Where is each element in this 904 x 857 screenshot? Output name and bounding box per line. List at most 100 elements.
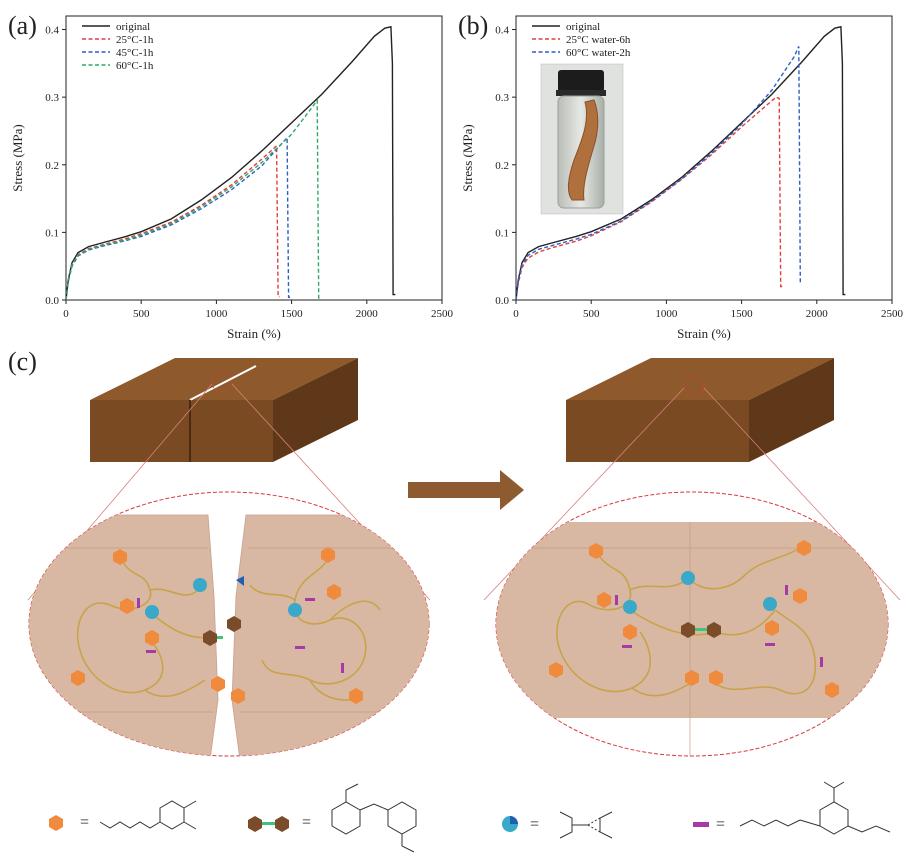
catechol-hexagon — [797, 540, 811, 556]
catechol-hexagon — [589, 543, 603, 559]
network-fractured — [28, 491, 430, 757]
urethane-bar — [820, 657, 823, 667]
polymer-chain — [249, 555, 381, 701]
chart-a-xlabel: Strain (%) — [227, 326, 281, 341]
hbond-ball — [193, 578, 207, 592]
disulfide-hexagon — [681, 622, 695, 638]
y-tick-label: 0.4 — [45, 25, 59, 37]
urethane-bar — [146, 650, 156, 653]
catechol-hexagon — [71, 670, 85, 686]
polymer-chain — [556, 547, 817, 697]
block-fractured-side — [273, 358, 358, 462]
x-tick-label: 500 — [583, 308, 600, 320]
x-tick-label: 2500 — [431, 308, 454, 320]
x-tick-label: 1500 — [731, 308, 754, 320]
urethane-bar — [615, 595, 618, 605]
x-tick-label: 500 — [133, 308, 150, 320]
catechol-hexagon — [321, 547, 335, 563]
series-line-45-c-1h — [66, 135, 291, 300]
catechol-hexagon — [825, 682, 839, 698]
catechol-hexagon — [349, 688, 363, 704]
legend-label: 25°C water-6h — [566, 34, 631, 46]
hbond-ball — [288, 603, 302, 617]
chart-a: 0 500 1000 1500 2000 2500 0.0 0.1 0.2 0.3 0.4 orig… — [10, 15, 454, 341]
chart-b: 0 500 1000 1500 2000 2500 0.0 0.1 0.2 0.3 0.4 orig… — [460, 15, 904, 341]
y-tick-label: 0.0 — [495, 295, 509, 307]
disulfide-hexagon — [203, 630, 217, 646]
series-line-60-c-1h — [66, 98, 321, 300]
catechol-hexagon — [623, 624, 637, 640]
catechol-hexagon — [113, 549, 127, 565]
y-tick-label: 0.2 — [45, 160, 59, 172]
series-line-original — [66, 25, 396, 300]
chart-a-frame — [65, 15, 443, 301]
gel-left-piece — [29, 514, 219, 756]
block-fractured-front — [90, 400, 273, 462]
healed-sample — [567, 99, 599, 201]
chart-a-series — [66, 25, 396, 300]
disulfide-bond — [695, 628, 707, 631]
x-tick-label: 0 — [513, 308, 519, 320]
y-tick-label: 0.1 — [495, 227, 509, 239]
y-tick-label: 0.3 — [45, 92, 59, 104]
chart-a-ylabel: Stress (MPa) — [10, 124, 25, 192]
legend-label: 25°C-1h — [116, 34, 154, 46]
disulfide-hexagon — [227, 616, 241, 632]
dopamine-structure-icon — [99, 800, 197, 830]
hbond-urea-structure-icon — [559, 811, 613, 839]
hbond-ball — [145, 605, 159, 619]
vial-cap-rim — [556, 90, 606, 96]
legend-label: 45°C-1h — [116, 47, 154, 59]
legend-urethane-bar — [693, 822, 709, 827]
x-tick-label: 1500 — [281, 308, 304, 320]
urethane-bar — [295, 646, 305, 649]
urethane-bar — [137, 598, 140, 608]
block-healed-front — [566, 400, 749, 462]
legend-equals-1: = — [80, 814, 89, 831]
catechol-hexagon — [549, 662, 563, 678]
catechol-hexagon — [765, 620, 779, 636]
series-line-original — [516, 25, 846, 300]
x-tick-label: 2500 — [881, 308, 904, 320]
legend-equals-4: = — [716, 816, 725, 833]
y-tick-label: 0.4 — [495, 25, 509, 37]
urethane-bar — [622, 645, 632, 648]
panel-label-b: (b) — [458, 11, 488, 40]
healing-arrow — [408, 470, 524, 510]
catechol-hexagon — [709, 670, 723, 686]
chart-a-ticks: 0 500 1000 1500 2000 2500 0.0 0.1 0.2 0.3 0.4 — [45, 25, 453, 320]
chart-b-frame — [515, 15, 893, 301]
disulfide-bond — [217, 636, 223, 639]
x-tick-label: 1000 — [655, 308, 678, 320]
x-tick-label: 1000 — [205, 308, 228, 320]
catechol-hexagon — [597, 592, 611, 608]
legend-disulfide-hexagon-b — [275, 816, 289, 832]
catechol-hexagon — [231, 688, 245, 704]
catechol-hexagon — [120, 598, 134, 614]
y-tick-label: 0.3 — [495, 92, 509, 104]
y-tick-label: 0.1 — [45, 227, 59, 239]
catechol-hexagon — [327, 584, 341, 600]
legend-disulfide-bond — [262, 822, 275, 825]
polymer-chain — [76, 555, 211, 698]
block-healed — [483, 358, 901, 601]
catechol-hexagon — [145, 630, 159, 646]
legend-label: 60°C-1h — [116, 60, 154, 72]
vial-photo-inset — [540, 63, 624, 215]
x-tick-label: 2000 — [356, 308, 379, 320]
block-fractured-top — [90, 358, 358, 400]
scheme-legend: = = = = — [49, 781, 891, 853]
ipdi-urethane-structure-icon — [739, 781, 891, 835]
disulfide-aniline-structure-icon — [331, 783, 417, 853]
x-tick-label: 2000 — [806, 308, 829, 320]
panel-label-c: (c) — [8, 347, 37, 376]
legend-hbond-half — [510, 816, 518, 824]
legend-label: original — [116, 21, 150, 33]
chart-b-ticks: 0 500 1000 1500 2000 2500 0.0 0.1 0.2 0.3 0.4 — [495, 25, 903, 320]
catechol-hexagon — [685, 670, 699, 686]
hbond-half — [236, 576, 244, 586]
chart-b-xlabel: Strain (%) — [677, 326, 731, 341]
vial-cap — [558, 70, 604, 92]
